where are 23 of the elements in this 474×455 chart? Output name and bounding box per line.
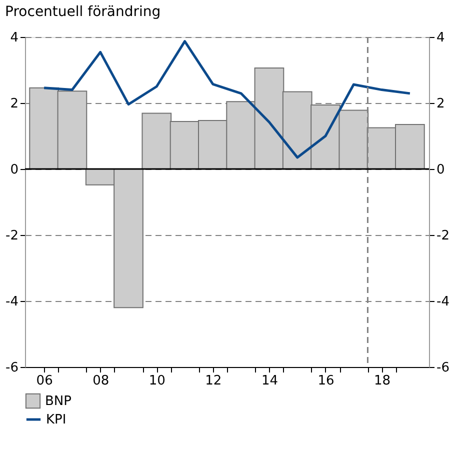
x-tick-label: 06 (36, 374, 53, 388)
y2-tick-label: 0 (436, 162, 445, 178)
y-tick-label: -4 (6, 294, 18, 310)
chart-title: Procentuell förändring (5, 4, 161, 20)
x-tick-label: 18 (374, 374, 391, 388)
y2-tick-label: 4 (436, 30, 445, 46)
x-tick-label: 16 (318, 374, 334, 388)
y-tick-label: 4 (10, 30, 18, 46)
x-tick-label: 14 (261, 374, 278, 388)
legend-label: BNP (45, 394, 72, 409)
y-tick-label: 0 (10, 162, 18, 178)
y2-tick-label: -6 (436, 360, 450, 376)
x-tick-label: 10 (148, 374, 166, 388)
y-tick-label: -2 (6, 228, 18, 244)
line-series (42, 40, 412, 159)
x-tick-label: 08 (92, 374, 110, 388)
x-tick-label: 12 (205, 374, 222, 388)
legend-label: KPI (46, 412, 66, 428)
y-tick-label: -6 (6, 360, 18, 376)
y2-tick-label: -4 (436, 294, 450, 310)
y2-tick-label: 2 (436, 96, 445, 112)
y-tick-label: 2 (10, 96, 18, 112)
y2-tick-label: -2 (436, 228, 450, 244)
